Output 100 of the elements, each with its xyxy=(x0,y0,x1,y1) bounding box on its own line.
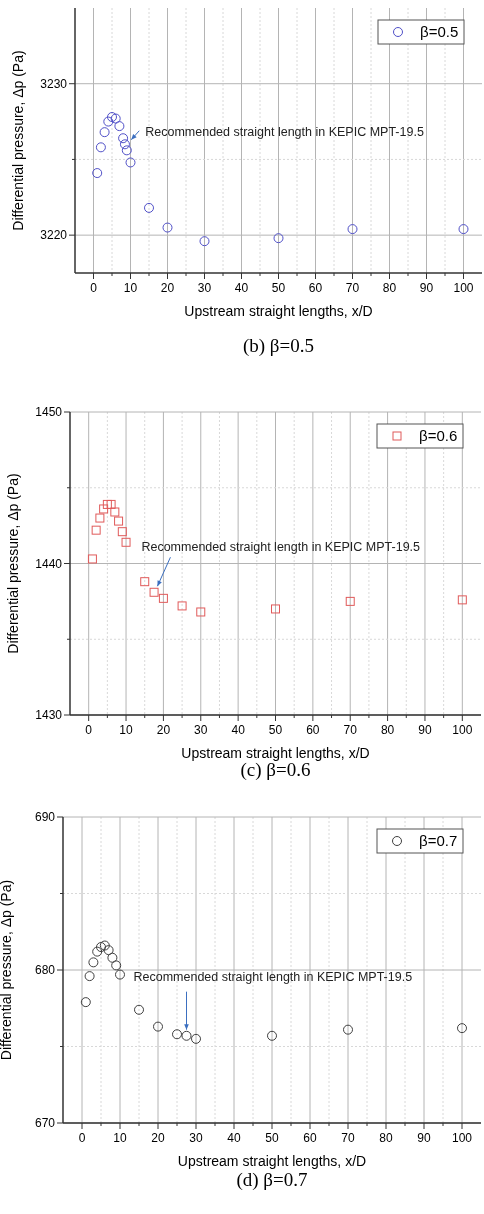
x-tick-label: 30 xyxy=(197,281,212,295)
point xyxy=(115,969,125,980)
x-axis-title: Upstream straight lengths, x/D xyxy=(181,745,370,761)
x-tick-label: 80 xyxy=(382,281,397,295)
x-tick-label: 90 xyxy=(417,1131,431,1145)
x-tick-label: 40 xyxy=(234,281,249,295)
point xyxy=(172,1029,182,1040)
point xyxy=(162,222,173,233)
point xyxy=(95,513,105,523)
x-tick-label: 20 xyxy=(160,281,175,295)
point xyxy=(177,601,187,611)
annotation: Recommended straight length in KEPIC MPT-19.5 xyxy=(145,125,424,140)
x-tick-label: 80 xyxy=(379,1131,393,1145)
point xyxy=(134,1004,144,1015)
y-axis-title: Differential pressure, Δp (Pa) xyxy=(10,50,26,231)
legend-label: β=0.7 xyxy=(419,832,458,850)
point xyxy=(149,587,159,597)
point xyxy=(95,142,106,153)
text: (b) β=0.5 xyxy=(242,335,315,357)
point xyxy=(87,554,97,564)
y-tick-label: 680 xyxy=(34,963,56,978)
point xyxy=(457,1023,467,1034)
y-tick-label: 690 xyxy=(34,810,56,825)
point xyxy=(117,527,127,537)
x-tick-label: 10 xyxy=(113,1131,127,1145)
point xyxy=(458,224,469,235)
point xyxy=(99,504,109,514)
x-tick-label: 20 xyxy=(151,1131,165,1145)
point xyxy=(153,1021,163,1032)
point xyxy=(80,997,91,1008)
x-tick-label: 40 xyxy=(227,1131,241,1145)
x-tick-label: 50 xyxy=(265,1131,279,1145)
point xyxy=(106,499,116,509)
x-tick-label: 10 xyxy=(123,281,138,295)
point xyxy=(121,537,131,547)
point xyxy=(271,604,280,614)
point xyxy=(110,113,121,124)
x-tick-label: 10 xyxy=(119,723,134,737)
point xyxy=(121,145,132,156)
y-axis-title: Differential pressure, Δp (Pa) xyxy=(0,879,14,1061)
point xyxy=(347,224,358,235)
x-tick-label: 20 xyxy=(156,723,171,737)
point xyxy=(111,960,122,971)
point xyxy=(91,525,101,535)
point xyxy=(107,952,118,963)
x-tick-label: 30 xyxy=(189,1131,203,1145)
point xyxy=(273,233,284,244)
annotation: Recommended straight length in KEPIC MPT-19.5 xyxy=(133,970,413,985)
point xyxy=(158,593,168,603)
y-axis-title: Differential pressure, Δp (Pa) xyxy=(5,473,21,654)
x-tick-label: 70 xyxy=(343,723,358,737)
x-tick-label: 60 xyxy=(308,281,323,295)
x-tick-label: 90 xyxy=(419,281,434,295)
y-tick-label: 3220 xyxy=(40,228,68,243)
point xyxy=(199,236,210,247)
point xyxy=(96,942,106,953)
annotation: Recommended straight length in KEPIC MPT-19.5 xyxy=(141,539,421,554)
point xyxy=(84,971,95,982)
point xyxy=(343,1024,353,1035)
text: (d) β=0.7 xyxy=(236,1169,308,1191)
x-tick-label: 90 xyxy=(418,723,432,737)
x-axis-title: Upstream straight lengths, x/D xyxy=(184,303,373,319)
point xyxy=(88,957,99,968)
x-tick-label: 30 xyxy=(194,723,208,737)
point xyxy=(102,499,112,509)
point xyxy=(191,1033,201,1044)
y-tick-label: 670 xyxy=(34,1116,56,1131)
point xyxy=(181,1030,192,1041)
point xyxy=(92,168,103,179)
point xyxy=(114,516,124,526)
point xyxy=(196,607,206,617)
point xyxy=(103,945,114,956)
x-tick-label: 60 xyxy=(306,723,320,737)
point xyxy=(267,1030,277,1041)
x-tick-label: 50 xyxy=(271,281,286,295)
legend-label: β=0.5 xyxy=(420,23,459,41)
x-tick-label: 100 xyxy=(452,723,473,737)
y-tick-label: 3230 xyxy=(40,76,68,91)
x-tick-label: 100 xyxy=(451,1131,473,1145)
point xyxy=(140,577,150,587)
x-tick-label: 70 xyxy=(341,1131,355,1145)
x-axis-title: Upstream straight lengths, x/D xyxy=(177,1153,367,1169)
point xyxy=(118,133,129,144)
x-tick-label: 0 xyxy=(78,1131,86,1145)
x-tick-label: 50 xyxy=(268,723,283,737)
x-tick-label: 80 xyxy=(380,723,395,737)
y-tick-label: 1440 xyxy=(35,556,63,571)
point xyxy=(99,127,110,138)
point xyxy=(125,157,136,168)
point xyxy=(103,116,114,127)
point xyxy=(457,595,467,605)
point xyxy=(345,596,355,606)
point xyxy=(119,139,130,150)
x-tick-label: 60 xyxy=(303,1131,317,1145)
legend-label: β=0.6 xyxy=(419,427,458,445)
y-tick-label: 1430 xyxy=(35,708,63,723)
x-tick-label: 70 xyxy=(345,281,360,295)
x-tick-label: 100 xyxy=(453,281,474,295)
point xyxy=(99,940,110,951)
y-tick-label: 1450 xyxy=(35,405,63,420)
